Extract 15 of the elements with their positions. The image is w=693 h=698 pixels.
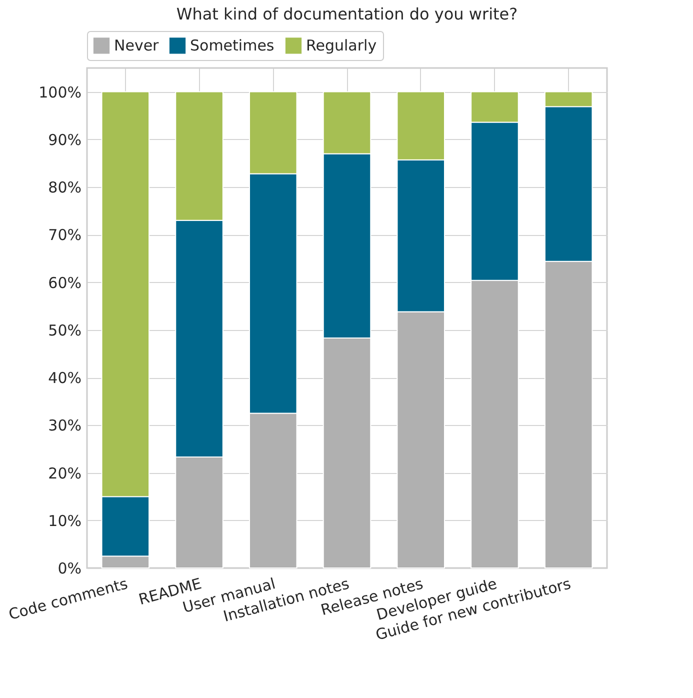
y-tick-label: 30% — [48, 416, 82, 435]
legend-label: Never — [114, 36, 160, 55]
y-tick-label: 20% — [48, 464, 82, 482]
y-tick-label: 10% — [48, 512, 82, 530]
y-tick-label: 50% — [48, 321, 82, 340]
legend-label: Regularly — [306, 36, 377, 55]
y-tick-label: 80% — [48, 178, 82, 197]
y-tick-label: 40% — [48, 369, 82, 388]
y-tick-label: 90% — [48, 130, 82, 149]
legend-label: Sometimes — [190, 36, 274, 55]
y-tick-label: 70% — [48, 226, 82, 244]
y-tick-label: 100% — [38, 83, 82, 102]
y-tick-label: 0% — [58, 560, 82, 578]
y-tick-label: 60% — [48, 274, 82, 292]
chart-title: What kind of documentation do you write? — [176, 4, 518, 24]
